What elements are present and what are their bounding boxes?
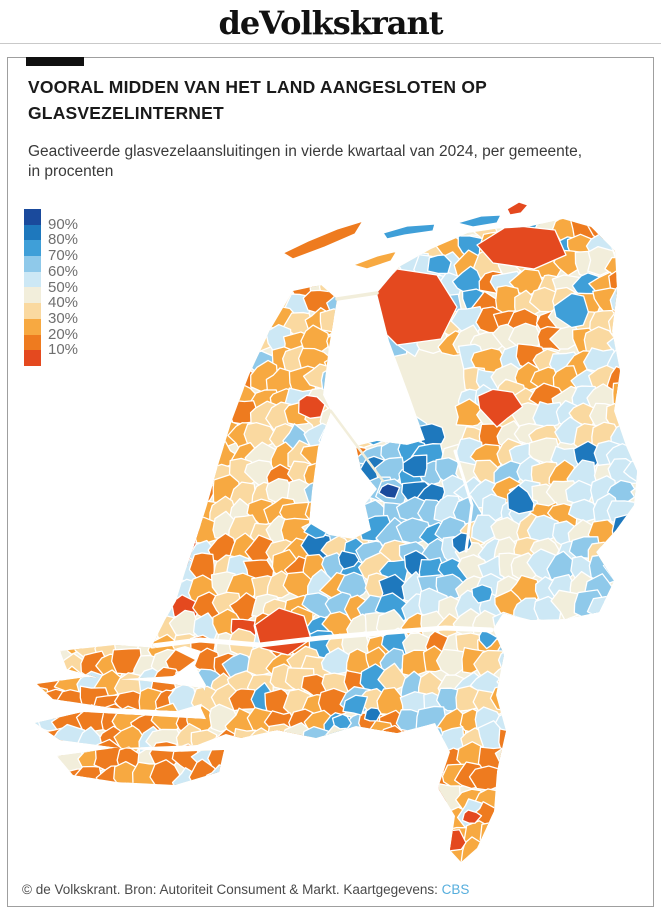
- map-area: 90% 80% 70% 60% 50% 40% 30% 20% 10%: [18, 199, 648, 881]
- dike-afsluitdijk: [335, 291, 379, 301]
- municipality-ede-blue: [471, 584, 493, 604]
- legend-swatch: [24, 287, 41, 304]
- municipality-noordholland-red: [298, 394, 326, 419]
- municipality-friesland-blue: [427, 254, 452, 275]
- island-ameland: [456, 214, 502, 228]
- municipality-eindhoven-blue: [342, 694, 369, 716]
- legend-label: 70%: [48, 247, 79, 265]
- legend-label: 30%: [48, 309, 79, 327]
- legend-label: 90%: [48, 215, 79, 233]
- color-scale-legend: 90% 80% 70% 60% 50% 40% 30% 20% 10%: [24, 209, 114, 369]
- chart-subtitle: Geactiveerde glasvezelaansluitingen in v…: [28, 142, 583, 181]
- legend-swatch: [24, 303, 41, 319]
- legend-swatch: [24, 334, 41, 351]
- municipality-mosaic: [35, 202, 637, 862]
- river-waal-maas: [149, 625, 494, 649]
- municipality-urk-navy: [378, 483, 401, 500]
- dike-houtribdijk: [329, 409, 385, 483]
- netherlands-choropleth-map: [25, 199, 647, 882]
- volkskrant-logo: deVolkskrant: [218, 4, 443, 42]
- legend-swatch: [24, 318, 41, 335]
- municipality-nijmegen-blue: [478, 629, 499, 650]
- municipality-drenthe-red: [477, 388, 524, 428]
- municipality-eindhoven-blue3: [331, 713, 352, 730]
- municipality-utrecht-blue: [337, 550, 360, 570]
- municipality-groningen-city-blue: [552, 292, 590, 329]
- municipality-twente-blue: [506, 484, 535, 515]
- legend-label: 50%: [48, 278, 79, 296]
- river-ijssel: [453, 449, 474, 553]
- legend-swatch: [24, 240, 41, 257]
- kicker-tab: [26, 57, 84, 66]
- source-line: © de Volkskrant. Bron: Autoriteit Consum…: [22, 882, 469, 897]
- legend-swatch: [24, 256, 41, 272]
- legend-label: 80%: [48, 231, 79, 249]
- legend-label: 60%: [48, 262, 79, 280]
- municipality-amsterdam-blue2: [317, 509, 332, 525]
- source-text: © de Volkskrant. Bron: Autoriteit Consum…: [22, 882, 442, 897]
- island-schiermonnikoog: [506, 201, 529, 216]
- legend-swatch: [24, 224, 41, 241]
- legend-swatch: [24, 209, 41, 225]
- infographic-card: VOORAL MIDDEN VAN HET LAND AANGESLOTEN O…: [7, 57, 654, 907]
- island-texel: [282, 220, 364, 260]
- municipality-zuidlimburg-red3: [461, 809, 483, 824]
- island-terschelling: [382, 223, 436, 240]
- newspaper-masthead: deVolkskrant: [0, 0, 661, 44]
- legend-label: 20%: [48, 325, 79, 343]
- municipality-lelystad-blue: [402, 454, 428, 478]
- legend-label: 40%: [48, 294, 79, 312]
- municipality-zuidholland-coast-red: [152, 581, 172, 600]
- legend-label: 10%: [48, 341, 79, 359]
- cbs-link[interactable]: CBS: [441, 882, 470, 897]
- legend-swatch: [24, 350, 41, 366]
- municipality-zuidlimburg-red1: [412, 811, 442, 838]
- chart-title: VOORAL MIDDEN VAN HET LAND AANGESLOTEN O…: [28, 77, 487, 123]
- municipality-eindhoven-blue2: [363, 707, 382, 722]
- legend-swatch-column: [24, 209, 41, 366]
- legend-swatch: [24, 271, 41, 288]
- island-vlieland: [352, 250, 398, 270]
